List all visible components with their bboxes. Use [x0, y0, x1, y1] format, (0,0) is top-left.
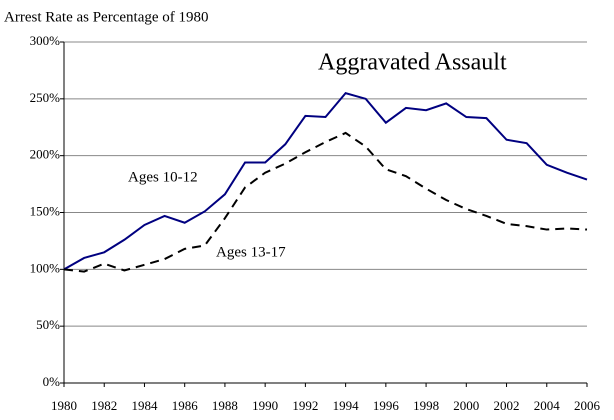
x-tick-label: 2000	[453, 398, 479, 413]
y-tick-label: 250%	[30, 90, 61, 105]
chart-title: Aggravated Assault	[318, 50, 507, 76]
x-tick-label: 1988	[212, 398, 238, 413]
series-label: Ages 13-17	[216, 244, 286, 260]
x-tick-label: 2004	[534, 398, 561, 413]
y-tick-label: 300%	[30, 33, 61, 48]
y-tick-label: 200%	[30, 147, 61, 162]
x-tick-label: 2006	[574, 398, 601, 413]
x-tick-label: 1990	[252, 398, 278, 413]
x-tick-label: 1992	[292, 398, 318, 413]
y-tick-label: 50%	[36, 317, 60, 332]
x-tick-label: 1996	[373, 398, 400, 413]
series-line	[63, 92, 588, 271]
x-tick-label: 1986	[172, 398, 199, 413]
series-label: Ages 10-12	[128, 169, 198, 185]
x-tick-label: 1980	[51, 398, 77, 413]
x-tick-label: 1998	[413, 398, 439, 413]
y-axis-label: Arrest Rate as Percentage of 1980	[4, 9, 209, 25]
x-tick-label: 1994	[333, 398, 360, 413]
x-tick-label: 2002	[494, 398, 520, 413]
y-tick-label: 150%	[30, 203, 61, 218]
y-tick-label: 0%	[43, 374, 61, 389]
x-tick-label: 1982	[91, 398, 117, 413]
y-tick-label: 100%	[30, 260, 61, 275]
series-line	[63, 131, 588, 273]
x-tick-label: 1984	[131, 398, 158, 413]
